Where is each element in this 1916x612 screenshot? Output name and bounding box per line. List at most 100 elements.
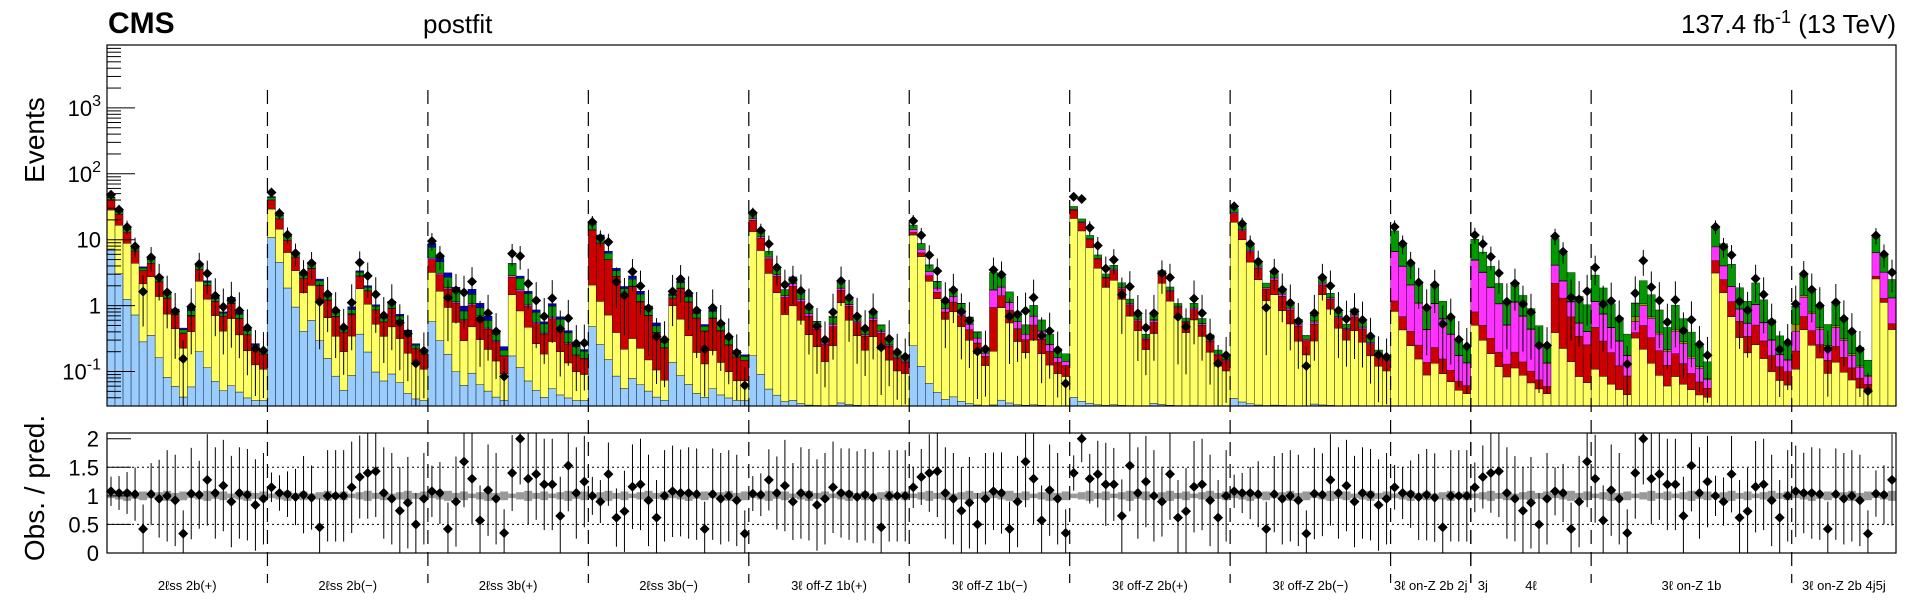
observed-point-86 (795, 285, 806, 296)
observed-point-216 (1838, 313, 1849, 324)
ratio-point-115 (1028, 473, 1039, 484)
stack-bar-222-s3 (1887, 297, 1897, 325)
observed-point-83 (771, 262, 782, 273)
stack-bar-52-s1 (523, 326, 533, 382)
stack-bar-165-s1 (1430, 363, 1439, 407)
ratio-band-9 (179, 491, 188, 501)
observed-point-201 (1718, 241, 1729, 252)
stack-bar-82-s1 (764, 273, 774, 390)
stack-bar-65-s1 (628, 338, 637, 379)
ratio-point-163 (1413, 492, 1424, 502)
stack-bar-170-s1 (1470, 325, 1480, 407)
ratio-panel: 0 0.5 1 1.5 2 (68, 427, 1897, 566)
observed-point-48 (491, 326, 502, 337)
observed-point-175 (1509, 278, 1520, 289)
ratio-point-123 (1092, 469, 1103, 480)
ratio-point-119 (1060, 528, 1071, 538)
stack-bar-100-s0 (909, 345, 918, 407)
observed-point-172 (1485, 251, 1496, 262)
stack-bar-61-s0 (596, 344, 605, 407)
observed-point-102 (924, 250, 935, 261)
observed-point-62 (603, 236, 614, 247)
stack-bar-186-s1 (1598, 376, 1608, 407)
ratio-point-48 (491, 493, 502, 504)
stack-bar-106-s0 (957, 401, 966, 407)
ratio-point-61 (595, 496, 606, 507)
ratio-point-185 (1590, 473, 1601, 484)
ratio-band-119 (1061, 491, 1070, 501)
ratio-point-165 (1429, 492, 1440, 503)
observed-point-191 (1638, 255, 1649, 266)
observed-point-24 (298, 267, 309, 278)
stack-bar-20-s5 (267, 197, 276, 201)
stack-bar-71-s0 (676, 375, 685, 407)
stack-bar-201-s2 (1719, 279, 1728, 294)
ratio-point-53 (531, 469, 542, 480)
stack-bar-144-s3 (1262, 287, 1271, 290)
observed-point-131 (1156, 268, 1167, 279)
observed-point-199 (1702, 350, 1713, 361)
observed-point-66 (635, 280, 646, 291)
stack-bar-215-s1 (1831, 361, 1841, 407)
observed-point-126 (1116, 289, 1127, 300)
observed-point-134 (1181, 321, 1192, 332)
stack-bar-23-s1 (291, 270, 300, 308)
ratio-point-67 (643, 495, 654, 506)
stack-bar-66-s0 (636, 384, 645, 407)
observed-point-139 (1221, 350, 1232, 361)
ratio-point-54 (539, 479, 550, 490)
stack-bar-81-s2 (756, 237, 766, 251)
stack-bar-81-s1 (756, 250, 766, 375)
ratio-point-29 (338, 490, 349, 501)
region-label-11: 3ℓ on-Z 1b (1661, 578, 1721, 593)
stack-bar-32-s0 (363, 351, 372, 407)
observed-point-214 (1822, 344, 1833, 355)
ratio-band-189 (1623, 491, 1632, 501)
ratio-point-79 (739, 528, 750, 539)
stack-bar-15-s0 (227, 385, 236, 407)
stack-bar-80-s0 (748, 355, 758, 407)
observed-point-154 (1341, 314, 1352, 325)
ratio-point-200 (1710, 490, 1721, 501)
stack-bar-110-s1 (989, 350, 998, 406)
ratio-band-149 (1302, 491, 1311, 501)
observed-point-108 (972, 346, 983, 357)
ratio-point-219 (1862, 528, 1873, 539)
stack-bar-149-s3 (1302, 339, 1311, 341)
ratio-point-77 (723, 490, 734, 501)
ratio-point-213 (1814, 489, 1825, 500)
stack-bar-51-s0 (515, 367, 525, 407)
stack-bar-62-s5 (604, 252, 613, 260)
stack-bar-125-s1 (1109, 280, 1119, 405)
ratio-point-133 (1172, 512, 1183, 523)
observed-point-29 (338, 322, 349, 333)
stack-bar-144-s5 (1262, 282, 1271, 288)
ratio-point-210 (1790, 486, 1801, 497)
stack-bar-41-s1 (435, 291, 445, 341)
observed-point-21 (274, 208, 285, 219)
observed-point-190 (1630, 288, 1641, 299)
ratio-point-193 (1654, 469, 1665, 480)
stack-bar-220-s3 (1871, 252, 1881, 277)
stack-bar-5-s1 (146, 276, 156, 336)
stack-bar-57-s1 (564, 362, 573, 399)
ratio-point-216 (1838, 493, 1849, 504)
stack-bar-41-s3 (435, 273, 445, 276)
stack-bar-220-s1 (1871, 278, 1881, 407)
ratio-point-199 (1702, 476, 1713, 487)
ratio-point-76 (715, 493, 726, 504)
stack-bar-60-s0 (588, 326, 597, 407)
observed-point-107 (964, 315, 975, 326)
observed-point-17 (242, 322, 253, 333)
observed-point-12 (202, 268, 213, 279)
observed-point-88 (811, 321, 822, 332)
observed-point-37 (402, 328, 413, 339)
observed-point-10 (186, 301, 197, 312)
stack-bar-51-s1 (515, 310, 525, 368)
stack-bar-200-s1 (1711, 272, 1720, 407)
stack-bar-210-s2 (1791, 350, 1800, 370)
observed-point-141 (1237, 218, 1248, 229)
stack-bar-0-s0 (106, 248, 116, 407)
ratio-point-201 (1718, 496, 1729, 507)
observed-point-142 (1245, 238, 1256, 249)
